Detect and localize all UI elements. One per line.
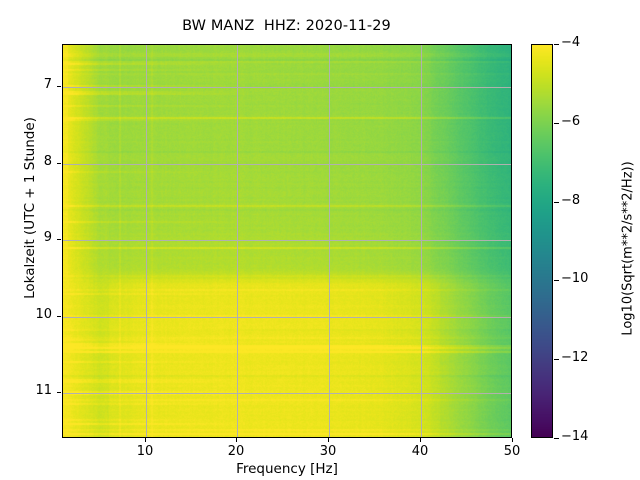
x-tick-mark (512, 438, 513, 442)
spectrogram-image (63, 45, 511, 437)
colorbar-label: Log10(Sqrt(m**2/s**2/Hz)) (620, 161, 636, 336)
x-tick-label: 40 (411, 444, 429, 459)
x-tick-label: 30 (319, 444, 337, 459)
x-tick-mark (420, 438, 421, 442)
x-axis-label: Frequency [Hz] (236, 461, 338, 477)
y-tick-label: 7 (43, 77, 52, 92)
y-tick-label: 9 (43, 230, 52, 245)
colorbar-tick-mark (554, 359, 559, 360)
colorbar-tick-mark (554, 280, 559, 281)
x-tick-mark (328, 438, 329, 442)
y-tick-mark (57, 163, 61, 164)
x-tick-label: 10 (136, 444, 154, 459)
x-tick-mark (236, 438, 237, 442)
y-tick-mark (57, 239, 61, 240)
x-tick-mark (145, 438, 146, 442)
colorbar-tick-label: −10 (561, 271, 589, 286)
y-tick-label: 11 (35, 383, 52, 398)
y-tick-label: 8 (43, 154, 52, 169)
y-axis-label: Lokalzeit (UTC + 1 Stunde) (22, 117, 38, 299)
y-tick-mark (57, 392, 61, 393)
colorbar-tick-mark (554, 44, 559, 45)
colorbar-tick-mark (554, 438, 559, 439)
spectrogram-axes (62, 44, 512, 438)
figure-title: BW MANZ HHZ: 2020-11-29 (182, 18, 391, 34)
colorbar-tick-label: −4 (561, 35, 581, 50)
colorbar-tick-mark (554, 123, 559, 124)
colorbar-gradient (532, 45, 552, 437)
colorbar-tick-label: −8 (561, 193, 581, 208)
colorbar (531, 44, 553, 438)
x-tick-label: 50 (503, 444, 521, 459)
colorbar-tick-label: −12 (561, 350, 589, 365)
colorbar-tick-label: −6 (561, 114, 581, 129)
colorbar-tick-label: −14 (561, 429, 589, 444)
x-tick-label: 20 (227, 444, 245, 459)
y-tick-label: 10 (35, 307, 52, 322)
colorbar-tick-mark (554, 202, 559, 203)
y-tick-mark (57, 86, 61, 87)
y-tick-mark (57, 316, 61, 317)
